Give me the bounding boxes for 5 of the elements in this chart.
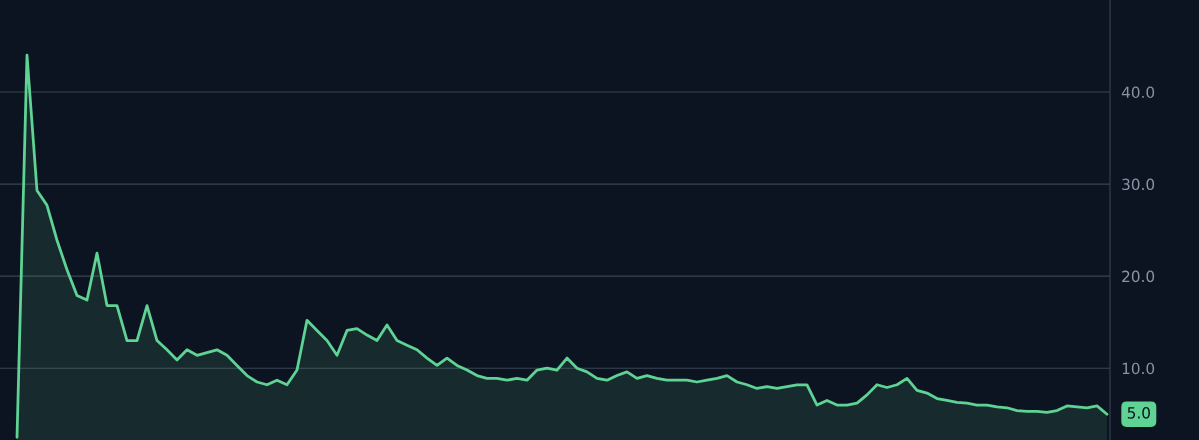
y-tick-label: 20.0	[1122, 270, 1155, 283]
y-tick-label: 30.0	[1122, 178, 1155, 191]
y-tick-label: 40.0	[1121, 86, 1155, 99]
y-tick-label: 10.0	[1122, 362, 1155, 375]
text: 5.0	[1127, 407, 1150, 419]
